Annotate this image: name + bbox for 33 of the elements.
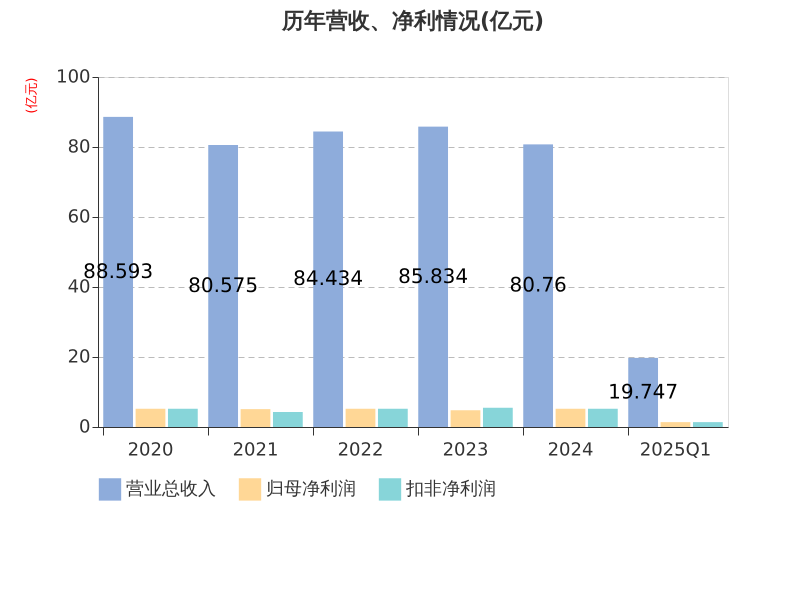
bar [556,408,586,427]
data-label: 19.747 [608,379,678,404]
x-tick-label: 2022 [338,440,384,460]
y-tick-label: 60 [68,206,90,228]
bar [272,412,303,427]
chart-title: 历年营收、净利情况(亿元) [280,9,544,34]
legend-label: 归母净利润 [266,478,356,500]
bar [482,408,513,427]
y-tick-label: 80 [68,136,90,158]
x-tick-label: 2023 [442,440,488,460]
x-tick-label: 2021 [232,440,278,460]
data-label: 84.434 [293,266,364,290]
y-tick-label: 20 [68,346,90,368]
x-tick-label: 2020 [128,440,174,460]
x-tick-label: 2025Q1 [640,440,712,460]
bar [450,410,480,427]
bar [378,408,408,427]
bar [588,408,618,427]
y-axis-title: (亿元) [24,78,40,114]
x-tick-label: 2024 [548,440,594,460]
legend-label: 营业总收入 [126,478,216,500]
bar [136,408,166,427]
bar [660,422,690,427]
y-tick-label: 0 [79,416,90,438]
bar [168,408,198,427]
bar [692,422,723,427]
data-label: 85.834 [398,264,468,288]
data-label: 80.575 [188,272,258,297]
y-tick-label: 100 [56,66,90,88]
legend-label: 扣非净利润 [405,478,496,500]
bar [346,408,376,427]
data-label: 80.76 [510,272,567,297]
bar [240,409,270,427]
